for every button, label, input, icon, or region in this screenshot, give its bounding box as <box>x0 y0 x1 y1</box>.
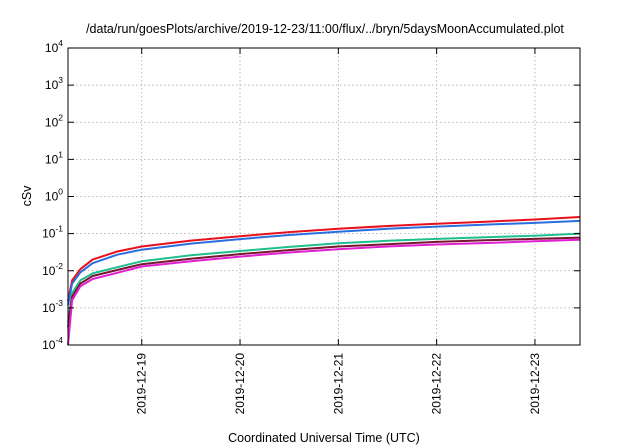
y-tick-label: 104 <box>45 38 63 55</box>
series-lines <box>67 216 581 346</box>
x-tick-label: 2019-12-23 <box>528 353 542 415</box>
y-axis-label: cSv <box>20 185 34 207</box>
x-axis-ticks: 2019-12-19 2019-12-20 2019-12-21 2019-12-22… <box>135 48 542 414</box>
x-axis-label: Coordinated Universal Time (UTC) <box>228 431 420 445</box>
series-line-4 <box>67 236 581 328</box>
y-tick-label: 10-3 <box>42 298 63 315</box>
y-tick-label: 10-1 <box>42 224 63 241</box>
x-tick-label: 2019-12-21 <box>331 353 345 415</box>
y-tick-label: 10-2 <box>42 261 63 278</box>
y-tick-label: 10-4 <box>42 335 63 352</box>
y-tick-label: 101 <box>45 149 63 166</box>
chart-title: /data/run/goesPlots/archive/2019-12-23/1… <box>86 22 564 36</box>
series-line-1 <box>67 216 581 302</box>
series-line-2 <box>67 219 581 306</box>
series-line-3 <box>67 232 581 323</box>
y-axis-ticks: 10-4 10-3 10-2 10-1 100 101 102 103 104 <box>42 38 580 352</box>
grid-lines <box>68 48 580 345</box>
x-tick-label: 2019-12-22 <box>430 353 444 415</box>
y-tick-label: 103 <box>45 75 63 92</box>
x-tick-label: 2019-12-19 <box>135 353 149 415</box>
x-tick-label: 2019-12-20 <box>233 353 247 415</box>
y-tick-label: 102 <box>45 112 63 129</box>
series-line-5 <box>67 238 581 346</box>
y-tick-label: 100 <box>45 187 63 204</box>
